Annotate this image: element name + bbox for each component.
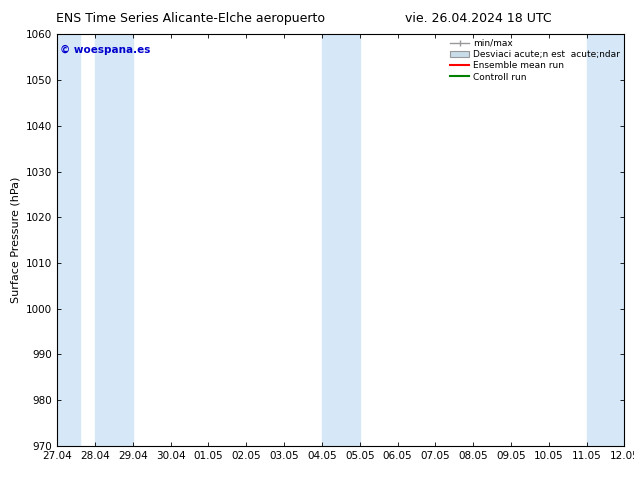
Legend: min/max, Desviaci acute;n est  acute;ndar, Ensemble mean run, Controll run: min/max, Desviaci acute;n est acute;ndar… bbox=[450, 39, 620, 81]
Y-axis label: Surface Pressure (hPa): Surface Pressure (hPa) bbox=[10, 177, 20, 303]
Text: © woespana.es: © woespana.es bbox=[60, 45, 150, 55]
Text: ENS Time Series Alicante-Elche aeropuerto: ENS Time Series Alicante-Elche aeropuert… bbox=[56, 12, 325, 25]
Bar bbox=[95, 34, 133, 446]
Text: vie. 26.04.2024 18 UTC: vie. 26.04.2024 18 UTC bbox=[405, 12, 552, 25]
Bar bbox=[322, 34, 359, 446]
Bar bbox=[586, 34, 624, 446]
Bar bbox=[57, 34, 80, 446]
